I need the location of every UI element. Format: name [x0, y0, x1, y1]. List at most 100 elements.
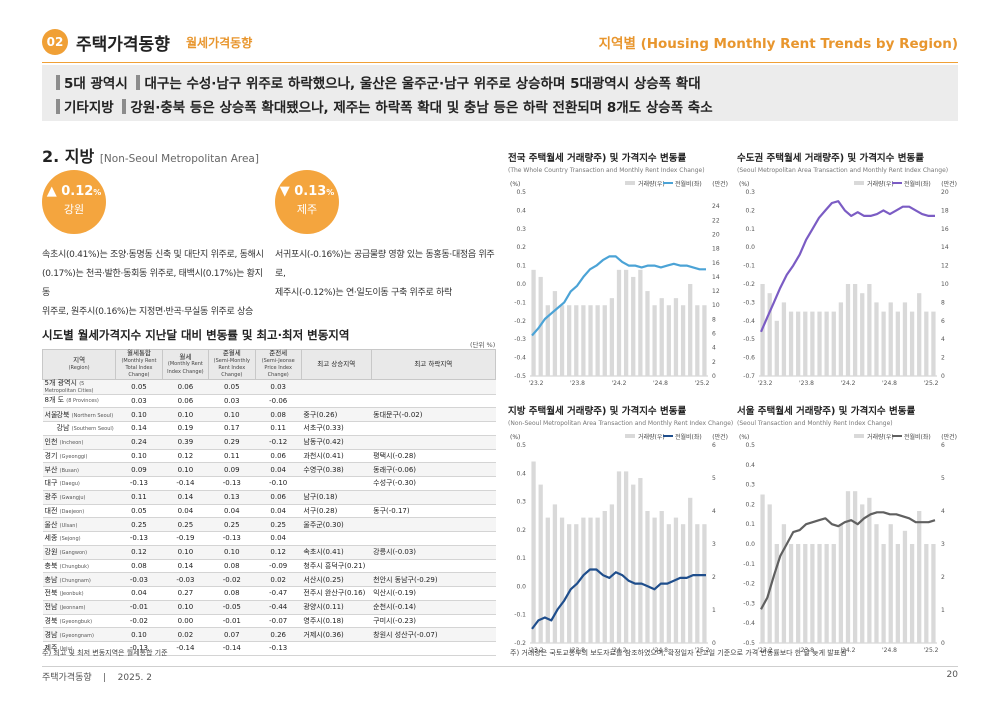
top-fall-cell: 강릉시(-0.03) [371, 545, 496, 560]
y-tick-label: -0.4 [743, 318, 755, 325]
volume-bar [895, 544, 900, 643]
region-cell: 대전 (Daejeon) [42, 504, 116, 519]
chart-whole-country: 전국 주택월세 거래량주) 및 가격지수 변동률 (The Whole Coun… [508, 150, 730, 392]
top-rise-cell: 전주시 완산구(0.16) [301, 586, 372, 601]
y2-tick-label: 16 [712, 260, 720, 267]
region-cell: 강남 (Southern Seoul) [42, 421, 116, 436]
value-cell: 0.14 [115, 421, 163, 436]
volume-bar [588, 517, 593, 643]
volume-bar [867, 284, 872, 376]
value-cell: 0.04 [162, 504, 209, 519]
table-row: 대전 (Daejeon) 0.05 0.04 0.04 0.04 서구(0.28) 동구(-… [42, 504, 496, 519]
value-cell: 0.14 [162, 559, 209, 574]
volume-bar [559, 305, 565, 376]
value-cell: -0.44 [255, 600, 302, 615]
volume-bar [888, 302, 893, 376]
value-cell: 0.04 [208, 504, 255, 519]
x-tick-label: '24.8 [653, 647, 668, 654]
region-cell: 강원 (Gangwon) [42, 545, 116, 560]
volume-bar [702, 305, 707, 376]
y2-tick-label: 4 [941, 336, 945, 343]
y-tick-label: 0.3 [516, 226, 526, 233]
y2-tick-label: 16 [941, 226, 949, 233]
y-tick-label: -0.4 [514, 355, 526, 362]
value-cell: -0.47 [255, 586, 302, 601]
rent-change-line [760, 511, 936, 610]
y2-tick-label: 6 [941, 442, 945, 449]
region-cell: 충남 (Chungnam) [42, 572, 116, 588]
y2-tick-label: 0 [712, 373, 716, 380]
legend-bar-swatch [854, 181, 864, 185]
rent-change-line [759, 200, 935, 333]
y2-tick-label: 1 [712, 607, 716, 614]
top-fall-cell: 동구(-0.17) [371, 504, 496, 519]
top-fall-cell [371, 379, 496, 395]
up-arrow-icon: ▲ [46, 184, 57, 199]
legend-bar-label: 거래량(우) [867, 433, 894, 441]
value-cell: 0.25 [208, 517, 255, 533]
volume-bar [881, 544, 886, 643]
volume-bar [824, 311, 829, 376]
table-row: 광주 (Gwangju) 0.11 0.14 0.13 0.06 남구(0.18) [42, 490, 496, 505]
down-arrow-icon: ▼ [279, 184, 290, 199]
y-tick-label: 0.4 [516, 470, 526, 477]
y-tick-label: -0.6 [743, 355, 755, 362]
volume-bar [552, 291, 558, 376]
value-cell: -0.13 [255, 641, 302, 656]
region-cell: 울산 (Ulsan) [42, 517, 116, 533]
y-axis-unit-left: (%) [739, 434, 749, 441]
x-tick-label: '25.2 [694, 380, 709, 387]
value-cell: 0.00 [162, 614, 209, 629]
top-rise-cell: 서초구(0.33) [301, 421, 372, 436]
volume-bar [774, 544, 779, 643]
table-row: 울산 (Ulsan) 0.25 0.25 0.25 0.25 울주군(0.30) [42, 517, 496, 533]
value-cell: 0.14 [162, 490, 209, 505]
y-axis-unit-left: (%) [510, 181, 520, 188]
volume-bar [838, 302, 844, 376]
top-rise-cell [301, 531, 372, 546]
volume-bar [567, 524, 572, 643]
volume-bar [574, 305, 579, 376]
region-cell: 인천 (Incheon) [42, 435, 116, 450]
volume-bar [824, 544, 829, 643]
highlight-region: 강원 [63, 203, 85, 216]
volume-bar [810, 544, 815, 643]
value-cell: 0.06 [255, 449, 302, 464]
top-fall-cell: 동래구(-0.06) [371, 462, 496, 478]
y-tick-label: 0.4 [516, 207, 526, 214]
volume-bar [810, 311, 815, 376]
table-row: 전북 (Jeonbuk) 0.04 0.27 0.08 -0.47 전주시 완산구(0.1… [42, 586, 496, 601]
chart-subtitle: (Seoul Metropolitan Area Transaction and… [737, 167, 949, 174]
seoul-label: 서울 [44, 410, 58, 419]
top-fall-cell: 창원시 성산구(-0.07) [371, 627, 496, 643]
top-fall-cell: 순천시(-0.14) [371, 600, 496, 615]
table-row: 충북 (Chungbuk) 0.08 0.14 0.08 -0.09 청주시 흥덕구(0.… [42, 559, 496, 574]
volume-bar [688, 497, 693, 643]
y2-tick-label: 2 [712, 359, 716, 366]
summary-text-2: 강원·충북 등은 상승폭 확대됐으나, 제주는 하락폭 확대 및 충남 등은 하… [130, 100, 713, 116]
top-fall-cell [371, 394, 496, 409]
section-title-en: [Non-Seoul Metropolitan Area] [99, 153, 259, 165]
volume-bar [652, 305, 657, 376]
volume-bar [559, 517, 565, 643]
volume-bar [760, 494, 765, 643]
value-cell: -0.19 [162, 531, 209, 546]
section-number-badge: 02 [42, 29, 68, 55]
value-cell: 0.25 [255, 517, 302, 533]
legend-line-label: 전월비(좌) [904, 433, 931, 441]
top-fall-cell: 천안시 동남구(-0.29) [371, 572, 496, 588]
value-cell: 0.10 [208, 407, 255, 423]
y2-tick-label: 20 [712, 231, 720, 238]
region-cell: 8개 도 (8 Provinces) [42, 394, 116, 409]
y2-tick-label: 6 [712, 442, 716, 449]
table-header: 지역 (Region) [41, 349, 117, 380]
table-note: 주) 최고 및 최저 변동지역은 월세통합 기준 [42, 649, 168, 657]
top-fall-cell: 평택시(-0.28) [371, 449, 496, 464]
value-cell: -0.14 [162, 641, 209, 656]
value-cell: 0.10 [115, 407, 163, 423]
legend-bar-label: 거래량(우) [867, 180, 894, 188]
top-rise-cell: 울주군(0.30) [301, 517, 372, 533]
y2-tick-label: 4 [712, 508, 716, 515]
value-cell: 0.12 [162, 449, 209, 464]
x-tick-label: '24.8 [653, 380, 668, 387]
